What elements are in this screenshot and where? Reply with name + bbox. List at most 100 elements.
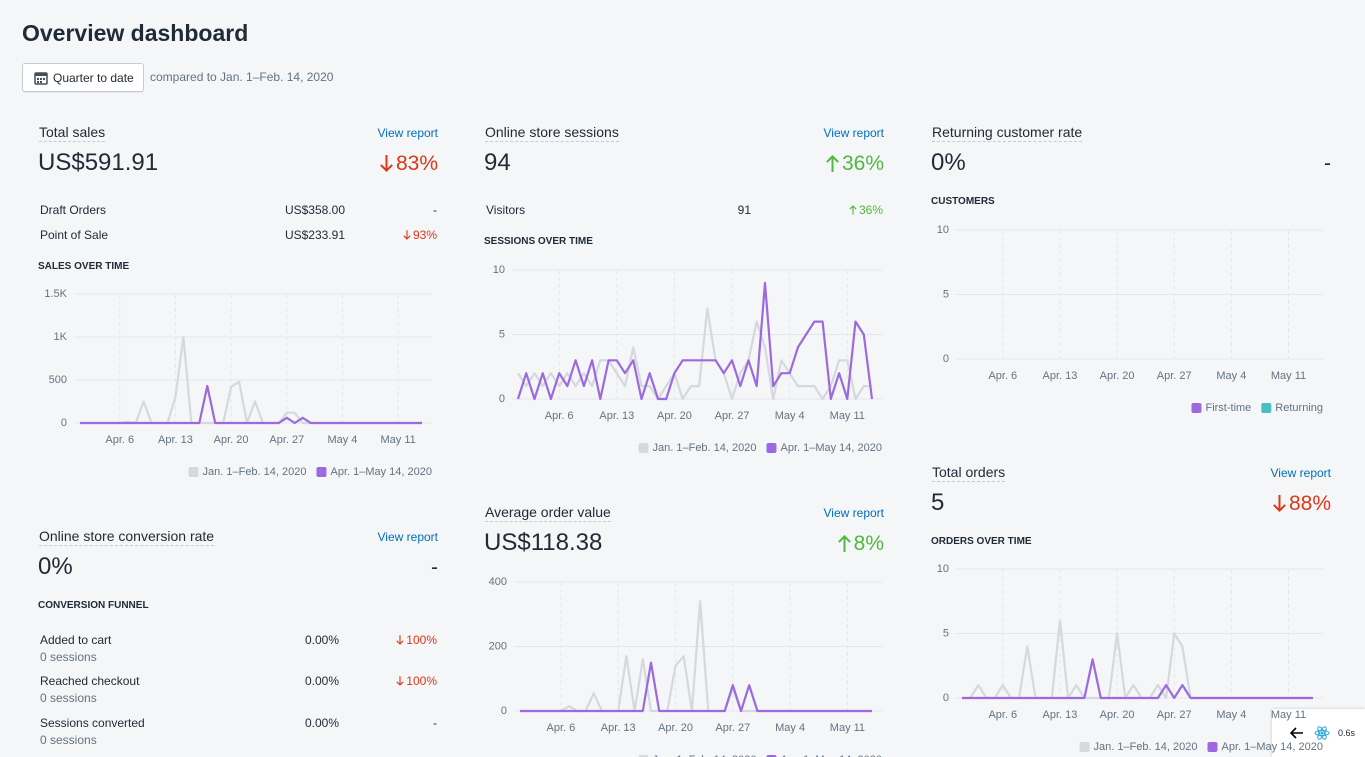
view-report-link[interactable]: View report xyxy=(823,506,884,520)
x-tick-label: May 11 xyxy=(830,410,865,422)
legend-label: Apr. 1–May 14, 2020 xyxy=(1221,741,1323,753)
change: - xyxy=(433,715,437,731)
x-tick-label: Apr. 6 xyxy=(545,410,574,422)
card: Online store sessions View report 94 36% SES… xyxy=(468,106,900,470)
x-tick-label: Apr. 27 xyxy=(715,410,750,422)
row-label: Reached checkout xyxy=(40,674,140,688)
row-detail: 0 sessions xyxy=(40,733,97,747)
y-tick-label: 0 xyxy=(499,393,505,405)
legend-label: Jan. 1–Feb. 14, 2020 xyxy=(203,466,307,478)
x-tick-label: Apr. 6 xyxy=(988,709,1017,721)
row-value: 0.00% xyxy=(304,633,339,647)
x-tick-label: May 11 xyxy=(381,434,416,446)
view-report-link[interactable]: View report xyxy=(377,530,438,544)
react-icon xyxy=(1314,726,1330,740)
metric-value: 5 xyxy=(931,489,945,516)
row-label: Point of Sale xyxy=(40,228,109,242)
change-text: 100% xyxy=(406,633,437,647)
card-title: Average order value xyxy=(485,504,611,522)
change-text: 8% xyxy=(853,532,884,555)
back-arrow[interactable] xyxy=(1290,727,1304,739)
legend-swatch xyxy=(1207,742,1218,752)
x-tick-label: Apr. 20 xyxy=(1100,370,1135,382)
change: 83% xyxy=(379,151,438,176)
y-tick-label: 5 xyxy=(499,328,505,340)
arrow-path xyxy=(837,535,851,552)
change: 100% xyxy=(396,632,437,648)
series-line xyxy=(962,619,1313,700)
legend-label: Jan. 1–Feb. 14, 2020 xyxy=(1094,741,1198,753)
change-text: 100% xyxy=(406,674,437,688)
legend-label: Jan. 1–Feb. 14, 2020 xyxy=(653,442,757,454)
change-text: 88% xyxy=(1288,492,1331,515)
view-report-link[interactable]: View report xyxy=(1270,466,1331,480)
y-tick-label: 5 xyxy=(943,288,949,300)
series-line xyxy=(520,661,872,713)
x-tick-label: Apr. 6 xyxy=(105,434,134,446)
change-text: 36% xyxy=(858,203,883,217)
x-tick-label: May 11 xyxy=(1271,709,1306,721)
x-tick-label: May 4 xyxy=(1216,709,1246,721)
change: 93% xyxy=(403,227,437,243)
chart: 0 5 10 Apr. 6 Apr. 13 Apr. 20 Apr. 27 May 4 May … xyxy=(937,563,1323,753)
legend-label: Apr. 1–May 14, 2020 xyxy=(780,754,882,757)
section-heading: CUSTOMERS xyxy=(931,196,995,207)
chart: 0 5 10 Apr. 6 Apr. 13 Apr. 20 Apr. 27 May 4 May … xyxy=(493,264,882,454)
change-arrow xyxy=(849,205,857,215)
metric-value: US$591.91 xyxy=(38,149,159,176)
x-tick-label: May 4 xyxy=(775,410,805,422)
x-tick-label: Apr. 13 xyxy=(158,434,193,446)
row-value: 91 xyxy=(737,203,751,217)
x-tick-label: May 4 xyxy=(327,434,357,446)
row-value: US$233.91 xyxy=(284,228,345,242)
devtools-widget: 0.6s xyxy=(1272,709,1365,757)
y-tick-label: 0 xyxy=(501,705,507,717)
x-tick-label: Apr. 27 xyxy=(269,434,304,446)
change-arrow xyxy=(380,155,393,172)
y-tick-label: 1K xyxy=(54,331,68,343)
y-tick-label: 10 xyxy=(937,563,949,575)
view-report-link[interactable]: View report xyxy=(377,126,438,140)
x-tick-label: Apr. 20 xyxy=(214,434,249,446)
y-tick-label: 0 xyxy=(943,692,949,704)
arrow-path xyxy=(1273,495,1286,512)
legend-swatch xyxy=(188,467,199,477)
card-title: Returning customer rate xyxy=(932,124,1083,142)
series-line xyxy=(520,600,872,713)
chart: 0 200 400 Apr. 6 Apr. 13 Apr. 20 Apr. 27 May 4 M… xyxy=(489,576,882,757)
legend-label: Apr. 1–May 14, 2020 xyxy=(330,466,432,478)
legend-swatch xyxy=(766,443,777,453)
change-arrow xyxy=(403,230,411,240)
change-arrow xyxy=(837,535,851,552)
y-tick-label: 0 xyxy=(61,417,67,429)
x-tick-label: Apr. 13 xyxy=(599,410,634,422)
y-tick-label: 10 xyxy=(493,264,505,276)
series-line xyxy=(80,384,422,425)
change-arrow xyxy=(396,676,404,686)
x-tick-label: Apr. 13 xyxy=(601,722,636,734)
card: Online store conversion rate View report 0… xyxy=(22,510,454,757)
y-tick-label: 5 xyxy=(943,627,949,639)
date-range-label: Quarter to date xyxy=(53,71,134,85)
change: 8% xyxy=(837,531,884,556)
row-value: US$358.00 xyxy=(284,203,345,217)
change-text: - xyxy=(433,716,437,730)
y-tick-label: 400 xyxy=(489,576,507,588)
y-tick-label: 200 xyxy=(489,640,507,652)
change-arrow xyxy=(826,155,839,172)
card-title: Total orders xyxy=(932,464,1006,482)
change-text: - xyxy=(1324,152,1331,175)
x-tick-label: Apr. 20 xyxy=(1100,709,1135,721)
legend-swatch xyxy=(1191,403,1202,413)
change: - xyxy=(431,555,438,580)
section-heading: SALES OVER TIME xyxy=(38,261,130,272)
legend-label: First-time xyxy=(1205,402,1251,414)
page-title: Overview dashboard xyxy=(22,20,249,46)
row-detail: 0 sessions xyxy=(40,691,97,705)
calendar-icon xyxy=(34,72,48,85)
date-range-button[interactable]: Quarter to date xyxy=(22,63,144,92)
change-text: 36% xyxy=(841,152,884,175)
arrow-path xyxy=(396,635,404,645)
view-report-link[interactable]: View report xyxy=(823,126,884,140)
